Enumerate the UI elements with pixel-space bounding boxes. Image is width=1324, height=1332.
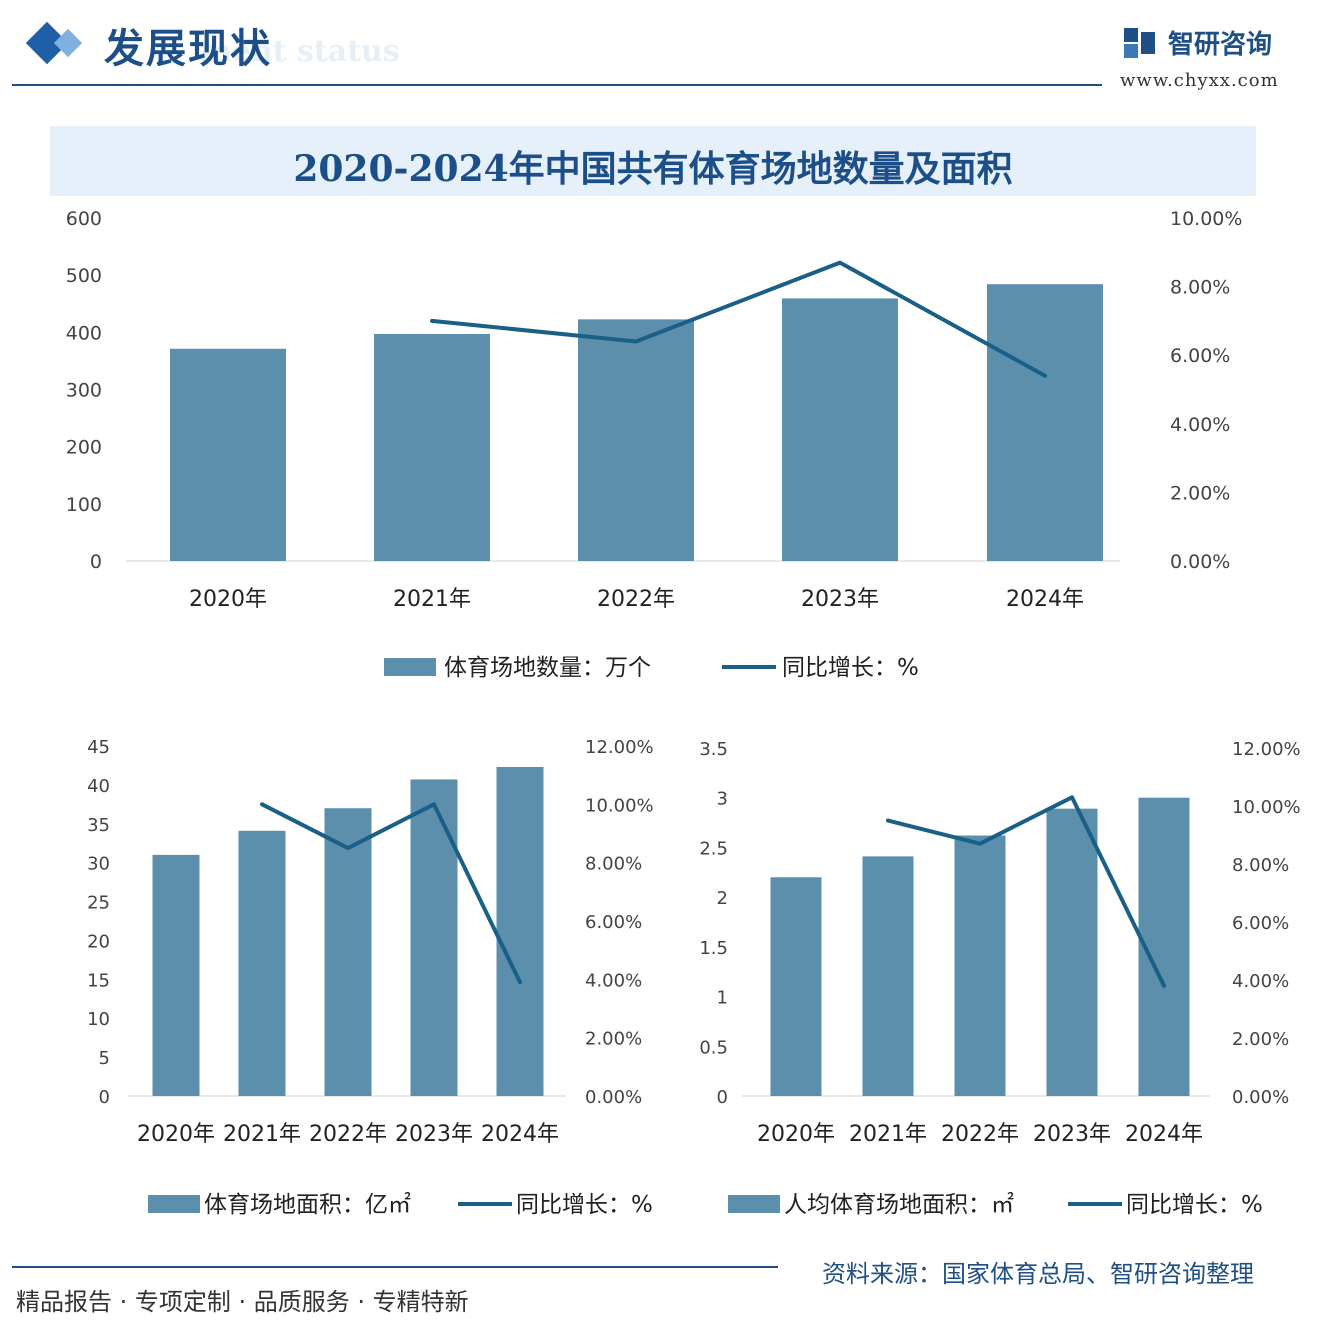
chart2-right-tick-label: 10.00% — [585, 795, 654, 816]
chart3-left-tick-label: 1 — [717, 988, 728, 1009]
chart2-left-tick-label: 10 — [87, 1009, 110, 1030]
chart2-bar — [410, 779, 458, 1096]
chart2-right-tick-label: 8.00% — [585, 854, 642, 875]
page-header: ment status 发展现状 智研咨询 www.chyxx.com — [0, 0, 1324, 100]
chart3-right-tick-label: 6.00% — [1232, 913, 1289, 934]
chart1-bar — [374, 333, 490, 561]
chart3-left-tick-label: 3 — [717, 789, 728, 810]
chart2-left-tick-label: 0 — [99, 1087, 110, 1108]
chart3-right-tick-label: 0.00% — [1232, 1087, 1289, 1108]
chart1-right-tick-label: 2.00% — [1170, 482, 1230, 504]
footer-divider — [12, 1266, 778, 1268]
chart2-left-tick-label: 5 — [99, 1048, 110, 1069]
chart1-category-label: 2024年 — [1006, 587, 1084, 612]
logo-url[interactable]: www.chyxx.com — [1120, 70, 1279, 91]
chart2-right-tick-label: 2.00% — [585, 1029, 642, 1050]
chart1-right-tick-label: 0.00% — [1170, 551, 1230, 573]
chart1-left-tick-label: 600 — [66, 208, 102, 230]
chart3-right-tick-label: 4.00% — [1232, 971, 1289, 992]
main-title: 2020-2024年中国共有体育场地数量及面积 — [293, 148, 1013, 190]
chart-title-band: 2020-2024年中国共有体育场地数量及面积 — [50, 126, 1256, 196]
chart1-bar — [987, 284, 1103, 561]
chart2-right-tick-label: 6.00% — [585, 912, 642, 933]
chart1-legend-bar-swatch — [384, 658, 436, 676]
logo-name: 智研咨询 — [1168, 30, 1273, 60]
data-source: 资料来源：国家体育总局、智研咨询整理 — [822, 1260, 1254, 1288]
chart2-legend-bar-swatch — [148, 1195, 200, 1213]
chart3-left-tick-label: 2 — [717, 888, 728, 909]
chart3-right-tick-label: 12.00% — [1232, 739, 1301, 760]
chart2-category-label: 2020年 — [137, 1122, 215, 1147]
chart2-left-tick-label: 40 — [87, 776, 110, 797]
logo-icon — [1124, 28, 1155, 58]
chart2-left-tick-label: 30 — [87, 854, 110, 875]
header-divider — [12, 84, 1102, 86]
chart1-legend-label: 体育场地数量：万个 — [444, 655, 651, 681]
chart2-legend-label: 同比增长：% — [516, 1192, 653, 1218]
chart3-right-tick-label: 10.00% — [1232, 797, 1301, 818]
chart1-category-label: 2023年 — [801, 587, 879, 612]
chart3-legend-label: 同比增长：% — [1126, 1192, 1263, 1218]
chart3-left-tick-label: 3.5 — [699, 739, 728, 760]
chart1-right-tick-label: 8.00% — [1170, 277, 1230, 299]
chart2-left-tick-label: 35 — [87, 815, 110, 836]
chart3-right-tick-label: 2.00% — [1232, 1029, 1289, 1050]
chart2-left-tick-label: 45 — [87, 737, 110, 758]
chart1-bar — [782, 298, 898, 561]
chart1-left-tick-label: 500 — [66, 265, 102, 287]
chart2-bar — [152, 854, 200, 1096]
chart2-left-tick-label: 20 — [87, 931, 110, 952]
chart1-left-tick-label: 200 — [66, 437, 102, 459]
chart3-category-label: 2024年 — [1125, 1122, 1203, 1147]
chart2-growth-line — [260, 802, 522, 985]
chart2-legend-label: 体育场地面积：亿㎡ — [204, 1192, 411, 1218]
chart3-bar — [954, 835, 1006, 1096]
chart2-right-tick-label: 12.00% — [585, 737, 654, 758]
chart1-left-tick-label: 300 — [66, 380, 102, 402]
chart2-bar — [496, 767, 544, 1096]
chart3-legend-bar-swatch — [728, 1195, 780, 1213]
chart3-bar — [1046, 808, 1098, 1096]
header-title: 发展现状 — [104, 25, 272, 72]
chart1-left-tick-label: 0 — [90, 551, 102, 573]
chart1-growth-line — [430, 260, 1047, 378]
chart2-bar — [238, 830, 286, 1096]
chart3-growth-line — [886, 795, 1166, 988]
chart3-bar — [770, 877, 822, 1096]
chart1-bar — [578, 319, 694, 561]
chart3-legend-label: 人均体育场地面积：㎡ — [784, 1192, 1014, 1218]
chart1-bar — [170, 348, 286, 561]
chart3-left-tick-label: 0.5 — [699, 1037, 728, 1058]
chart3-left-tick-label: 1.5 — [699, 938, 728, 959]
chart1-right-tick-label: 6.00% — [1170, 345, 1230, 367]
chart2-category-label: 2024年 — [481, 1122, 559, 1147]
chart1-right-tick-label: 10.00% — [1170, 208, 1242, 230]
chart2-category-label: 2021年 — [223, 1122, 301, 1147]
chart1-right-tick-label: 4.00% — [1170, 414, 1230, 436]
chart3-category-label: 2022年 — [941, 1122, 1019, 1147]
chart2-category-label: 2023年 — [395, 1122, 473, 1147]
chart2-right-tick-label: 0.00% — [585, 1087, 642, 1108]
chart2-left-tick-label: 15 — [87, 970, 110, 991]
chart1-category-label: 2021年 — [393, 587, 471, 612]
chart3-category-label: 2023年 — [1033, 1122, 1111, 1147]
chart1-left-tick-label: 400 — [66, 322, 102, 344]
chart1-category-label: 2020年 — [189, 587, 267, 612]
chart3-category-label: 2020年 — [757, 1122, 835, 1147]
chart1-category-label: 2022年 — [597, 587, 675, 612]
header-watermark: ment status — [200, 34, 400, 69]
chart2-left-tick-label: 25 — [87, 893, 110, 914]
chart2-category-label: 2022年 — [309, 1122, 387, 1147]
footer-slogan: 精品报告 · 专项定制 · 品质服务 · 专精特新 — [16, 1288, 469, 1316]
chart2-bar — [324, 808, 372, 1096]
chart3-category-label: 2021年 — [849, 1122, 927, 1147]
chart3-left-tick-label: 2.5 — [699, 838, 728, 859]
chart3-left-tick-label: 0 — [717, 1087, 728, 1108]
chart1-legend-label: 同比增长：% — [782, 655, 919, 681]
chart1-left-tick-label: 100 — [66, 494, 102, 516]
chart2-right-tick-label: 4.00% — [585, 970, 642, 991]
chart3-right-tick-label: 8.00% — [1232, 855, 1289, 876]
chart3-bar — [862, 856, 914, 1096]
